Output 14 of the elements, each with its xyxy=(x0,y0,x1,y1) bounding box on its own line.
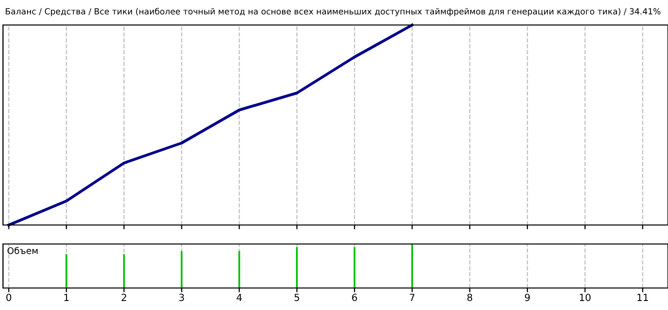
x-tick-label: 4 xyxy=(236,294,242,301)
x-tick-label: 2 xyxy=(122,294,126,301)
x-tick-label: 6 xyxy=(352,294,357,302)
x-tick-label: 0 xyxy=(6,294,12,302)
chart-title: Объем xyxy=(7,246,38,254)
x-tick-label: 3 xyxy=(179,294,184,302)
x-tick-label: 5 xyxy=(294,294,300,302)
chart-title: Баланс / Средства / Все тики (наиболее точный метод на основе всех наименьших доступных таймфреймов для генерации каждого тика) / 34.41% xyxy=(6,8,660,16)
x-tick-label: 10 xyxy=(580,294,591,302)
x-tick-label: 9 xyxy=(524,294,530,302)
x-tick-label: 1 xyxy=(64,294,69,301)
x-tick-label: 7 xyxy=(410,294,414,301)
x-tick-label: 11 xyxy=(638,294,648,301)
x-tick-label: 8 xyxy=(467,294,472,302)
